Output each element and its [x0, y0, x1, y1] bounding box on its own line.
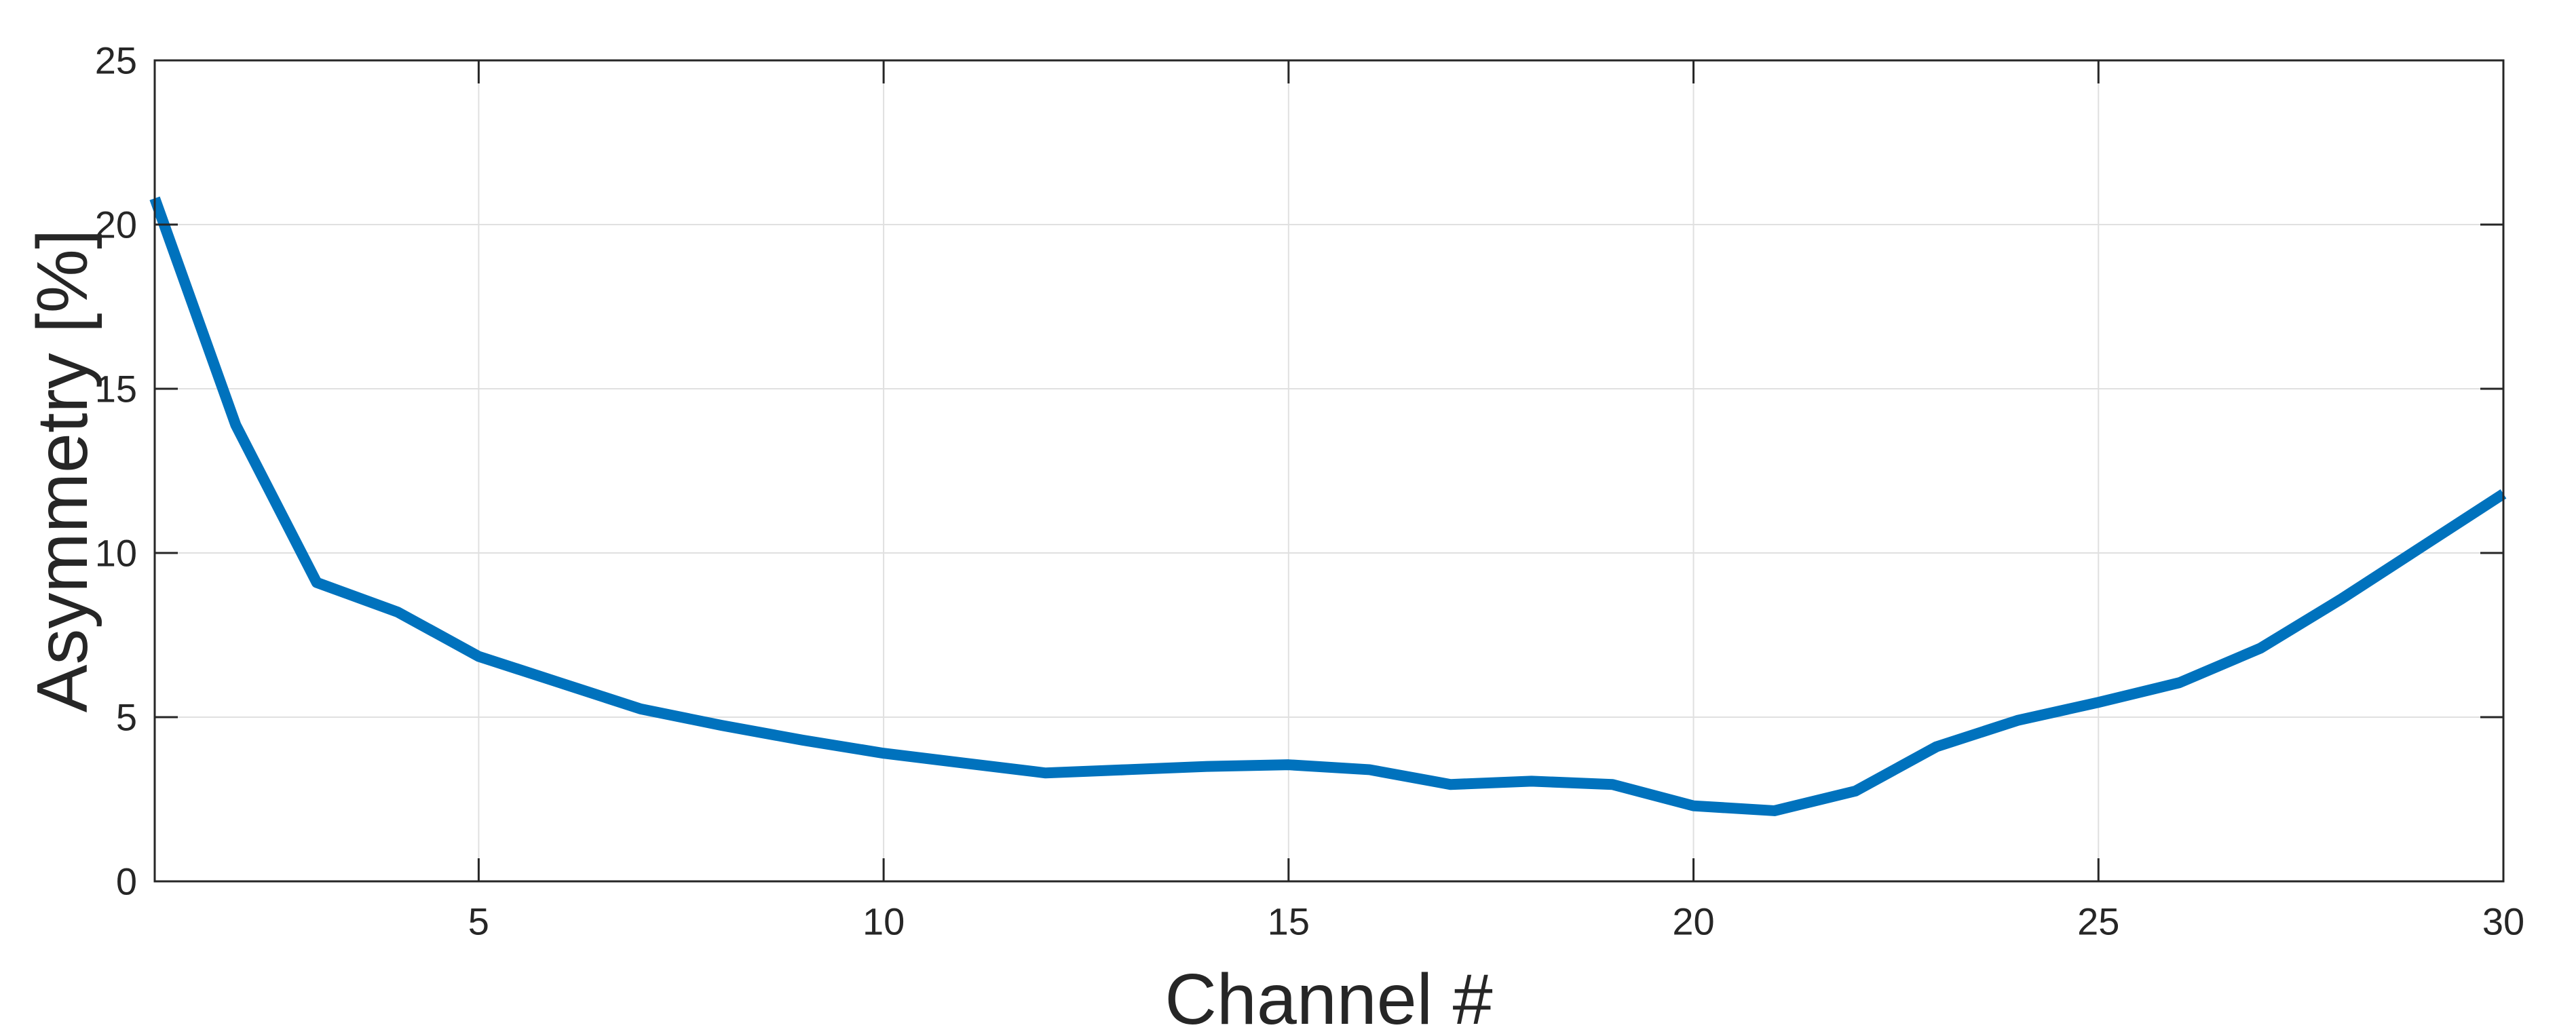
y-tick-label: 25 — [95, 39, 137, 82]
x-tick-label: 20 — [1672, 900, 1714, 943]
y-axis-label: Asymmetry [%] — [22, 229, 102, 713]
data-layer — [149, 196, 2507, 816]
axis-box — [153, 59, 2505, 883]
asymmetry-data-line — [149, 196, 2507, 816]
y-tick-label: 10 — [95, 532, 137, 575]
axis-layer — [153, 59, 2505, 883]
y-tick-label: 20 — [95, 204, 137, 246]
x-tick-label: 15 — [1268, 900, 1310, 943]
y-tick-label: 15 — [95, 368, 137, 410]
tick-label-layer: 5 10 15 20 25 30 0 5 10 15 20 25 — [95, 39, 2524, 943]
x-tick-label: 10 — [863, 900, 905, 943]
x-tick-label: 30 — [2482, 900, 2524, 943]
y-tick-label: 5 — [116, 696, 137, 739]
grid-layer — [155, 60, 2504, 882]
y-tick-label: 0 — [116, 860, 137, 903]
x-axis-label: Channel # — [1164, 959, 1492, 1034]
x-tick-label: 5 — [468, 900, 489, 943]
x-tick-label: 25 — [2077, 900, 2119, 943]
